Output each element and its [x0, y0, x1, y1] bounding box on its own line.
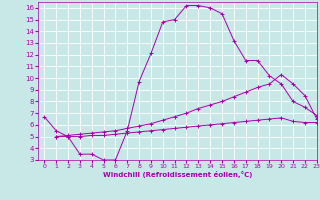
X-axis label: Windchill (Refroidissement éolien,°C): Windchill (Refroidissement éolien,°C)	[103, 171, 252, 178]
